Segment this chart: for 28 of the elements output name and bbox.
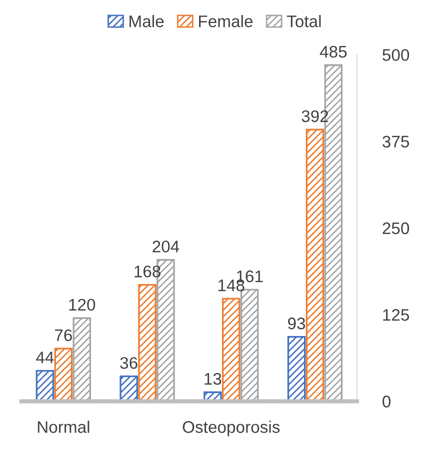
y-tick-label: 500 xyxy=(382,49,410,61)
bar xyxy=(72,317,92,402)
bar xyxy=(306,128,324,402)
bar xyxy=(287,336,306,402)
bar xyxy=(54,348,73,402)
bar xyxy=(120,375,138,402)
data-label: 44 xyxy=(36,352,54,364)
legend-label: Male xyxy=(130,15,164,28)
y-tick-label: 0 xyxy=(382,396,391,408)
y-tick-label: 125 xyxy=(383,309,410,321)
x-tick-label: Normal xyxy=(38,420,90,433)
legend-label: Total xyxy=(286,15,321,28)
bar xyxy=(222,298,240,402)
legend-label: Female xyxy=(199,15,253,28)
data-label: 120 xyxy=(69,298,96,311)
data-label: 76 xyxy=(55,329,72,342)
bar xyxy=(138,284,156,402)
data-label: 392 xyxy=(302,110,328,122)
data-label: 485 xyxy=(320,46,347,58)
y-tick-label: 375 xyxy=(382,136,410,148)
data-label: 93 xyxy=(288,318,306,330)
bar xyxy=(36,370,54,402)
data-label: 36 xyxy=(120,357,138,369)
data-label: 13 xyxy=(204,373,222,385)
x-tick-label: Osteoporosis xyxy=(182,420,280,436)
data-label: 168 xyxy=(134,266,160,278)
data-label: 204 xyxy=(152,240,180,252)
y-tick-label: 250 xyxy=(382,222,410,234)
